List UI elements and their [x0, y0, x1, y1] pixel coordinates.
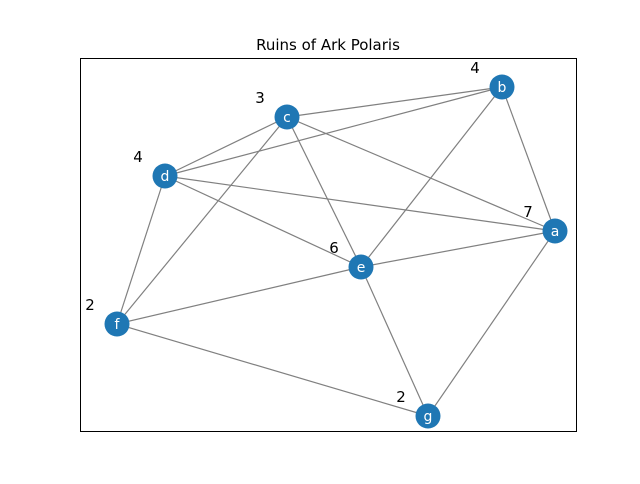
node-label-f: f	[115, 317, 121, 333]
node-g: g2	[396, 388, 441, 429]
node-weight-c: 3	[255, 89, 265, 107]
node-weight-b: 4	[470, 59, 480, 77]
node-weight-d: 4	[133, 148, 143, 166]
edge-c-a	[286, 116, 556, 232]
edge-f-g	[116, 323, 429, 417]
plot-frame	[80, 58, 577, 432]
figure-title: Ruins of Ark Polaris	[256, 36, 400, 54]
node-circle-c	[274, 104, 300, 130]
edge-c-f	[116, 116, 288, 325]
edge-d-f	[116, 175, 166, 325]
node-circle-g	[415, 403, 441, 429]
edge-e-g	[360, 266, 429, 417]
edge-d-b	[164, 86, 503, 177]
node-label-g: g	[424, 409, 433, 425]
node-weight-f: 2	[85, 296, 95, 314]
edge-c-e	[286, 116, 362, 268]
edge-a-g	[427, 230, 556, 417]
node-a: a7	[523, 203, 568, 244]
node-circle-f	[104, 311, 130, 337]
node-c: c3	[255, 89, 300, 130]
node-label-a: a	[551, 224, 560, 240]
edge-e-a	[360, 230, 556, 268]
edge-f-e	[116, 266, 362, 325]
edge-b-a	[501, 86, 556, 232]
node-f: f2	[85, 296, 130, 337]
edge-layer	[116, 86, 556, 417]
edge-c-b	[286, 86, 503, 118]
node-weight-a: 7	[523, 203, 533, 221]
node-e: e6	[329, 239, 374, 280]
edge-d-e	[164, 175, 362, 268]
edge-d-c	[164, 116, 288, 177]
node-label-b: b	[498, 80, 507, 96]
node-circle-d	[152, 163, 178, 189]
node-label-d: d	[161, 169, 170, 185]
node-circle-a	[542, 218, 568, 244]
node-weight-g: 2	[396, 388, 406, 406]
node-label-e: e	[357, 260, 366, 276]
node-weight-e: 6	[329, 239, 339, 257]
node-b: b4	[470, 59, 515, 100]
node-circle-e	[348, 254, 374, 280]
node-label-c: c	[283, 110, 291, 126]
edge-b-e	[360, 86, 503, 268]
node-circle-b	[489, 74, 515, 100]
node-d: d4	[133, 148, 178, 189]
edge-d-a	[164, 175, 556, 232]
